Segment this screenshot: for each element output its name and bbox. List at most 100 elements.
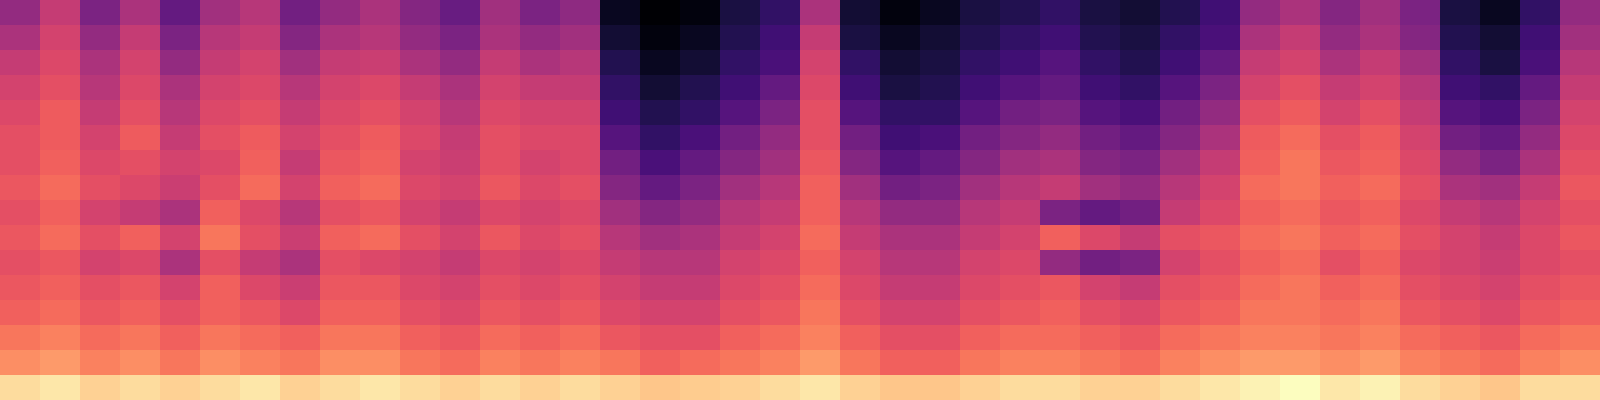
heatmap-cell (800, 150, 841, 176)
heatmap-cell (840, 350, 881, 376)
heatmap-cell (880, 275, 921, 301)
heatmap-cell (800, 350, 841, 376)
heatmap-cell (1400, 325, 1441, 351)
heatmap-cell (600, 125, 641, 151)
heatmap-cell (560, 300, 601, 326)
heatmap-cell (1400, 350, 1441, 376)
heatmap-cell (960, 100, 1001, 126)
heatmap-cell (80, 0, 121, 26)
heatmap-cell (680, 175, 721, 201)
heatmap-cell (360, 350, 401, 376)
heatmap-cell (1200, 50, 1241, 76)
heatmap-cell (1160, 175, 1201, 201)
heatmap-cell (1520, 25, 1561, 51)
heatmap-cell (520, 250, 561, 276)
heatmap-cell (1480, 75, 1521, 101)
heatmap-cell (1480, 150, 1521, 176)
heatmap-cell (1240, 375, 1281, 400)
heatmap-cell (240, 75, 281, 101)
heatmap-cell (920, 0, 961, 26)
heatmap-cell (1560, 325, 1600, 351)
heatmap-cell (1040, 375, 1081, 400)
heatmap-cell (400, 0, 441, 26)
heatmap-cell (880, 300, 921, 326)
heatmap-cell (1080, 150, 1121, 176)
heatmap-cell (640, 250, 681, 276)
heatmap-cell (1040, 250, 1081, 276)
heatmap-cell (600, 0, 641, 26)
heatmap-cell (640, 200, 681, 226)
heatmap-cell (1240, 275, 1281, 301)
heatmap-cell (240, 250, 281, 276)
heatmap-cell (1240, 100, 1281, 126)
heatmap-cell (800, 50, 841, 76)
heatmap-cell (1400, 100, 1441, 126)
heatmap-cell (80, 325, 121, 351)
heatmap-cell (680, 150, 721, 176)
heatmap-cell (760, 250, 801, 276)
heatmap-cell (280, 200, 321, 226)
heatmap-cell (1480, 225, 1521, 251)
heatmap-cell (840, 50, 881, 76)
heatmap-cell (0, 350, 41, 376)
heatmap-cell (560, 75, 601, 101)
heatmap-cell (1520, 300, 1561, 326)
heatmap-cell (1120, 250, 1161, 276)
heatmap-cell (1520, 250, 1561, 276)
heatmap-cell (800, 325, 841, 351)
heatmap-cell (880, 100, 921, 126)
heatmap-cell (720, 275, 761, 301)
heatmap-cell (920, 100, 961, 126)
heatmap-cell (0, 275, 41, 301)
heatmap-cell (1200, 0, 1241, 26)
heatmap-cell (120, 75, 161, 101)
heatmap-cell (1360, 200, 1401, 226)
heatmap-cell (640, 325, 681, 351)
heatmap-cell (1120, 125, 1161, 151)
heatmap-cell (80, 275, 121, 301)
heatmap-cell (1080, 100, 1121, 126)
heatmap-cell (840, 125, 881, 151)
heatmap-cell (760, 100, 801, 126)
heatmap-cell (1440, 375, 1481, 400)
heatmap-cell (40, 375, 81, 400)
heatmap-cell (1520, 350, 1561, 376)
heatmap-cell (640, 0, 681, 26)
heatmap-cell (720, 75, 761, 101)
heatmap-cell (720, 350, 761, 376)
heatmap-cell (80, 200, 121, 226)
heatmap-cell (1160, 300, 1201, 326)
heatmap-cell (520, 50, 561, 76)
heatmap-cell (680, 275, 721, 301)
heatmap-cell (920, 250, 961, 276)
heatmap-cell (1000, 225, 1041, 251)
heatmap-cell (1200, 200, 1241, 226)
heatmap-cell (1480, 100, 1521, 126)
heatmap-cell (1400, 225, 1441, 251)
heatmap-cell (480, 250, 521, 276)
heatmap-cell (520, 275, 561, 301)
heatmap-cell (720, 50, 761, 76)
heatmap-cell (1200, 100, 1241, 126)
heatmap-cell (480, 275, 521, 301)
heatmap-cell (120, 300, 161, 326)
heatmap-cell (360, 50, 401, 76)
heatmap-cell (600, 200, 641, 226)
heatmap-cell (480, 25, 521, 51)
heatmap-cell (720, 100, 761, 126)
heatmap-cell (1040, 225, 1081, 251)
heatmap-cell (1160, 325, 1201, 351)
heatmap-cell (400, 275, 441, 301)
heatmap-cell (680, 75, 721, 101)
heatmap-cell (1440, 225, 1481, 251)
heatmap-cell (1240, 325, 1281, 351)
heatmap-cell (1160, 0, 1201, 26)
heatmap-cell (120, 275, 161, 301)
heatmap-cell (400, 225, 441, 251)
heatmap-cell (1280, 75, 1321, 101)
heatmap-cell (640, 50, 681, 76)
heatmap-cell (320, 175, 361, 201)
heatmap-cell (1360, 300, 1401, 326)
heatmap-cell (1120, 50, 1161, 76)
heatmap-cell (1560, 300, 1600, 326)
